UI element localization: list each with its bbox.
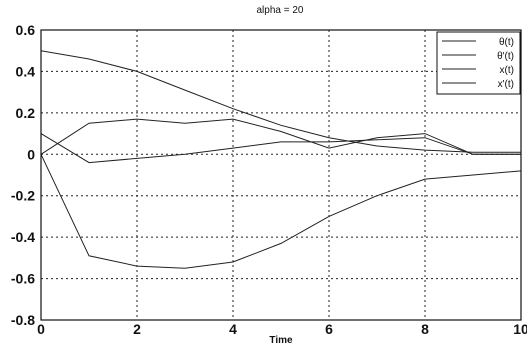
- plot-area-frame: [40, 29, 522, 321]
- x-tick-label-2: 4: [229, 321, 237, 337]
- y-tick-label-6: -0.6: [11, 271, 35, 287]
- x-tick-labels: 0 2 4 6 8 10: [37, 321, 527, 337]
- x-tick-label-5: 10: [513, 321, 527, 337]
- y-tick-labels: 0.6 0.4 0.2 0 -0.2 -0.4 -0.6 -0.8: [11, 22, 35, 328]
- y-tick-label-3: 0: [27, 146, 35, 162]
- series-lines: [40, 50, 522, 269]
- legend-label-0: θ(t): [499, 37, 514, 48]
- series-line-2: [40, 133, 521, 164]
- x-tick-label-4: 8: [421, 321, 429, 337]
- legend-box: [436, 31, 521, 95]
- legend-label-2: x(t): [500, 65, 514, 76]
- chart-title: alpha = 20: [257, 5, 304, 16]
- x-axis-label: Time: [269, 335, 293, 346]
- y-tick-label-7: -0.8: [11, 312, 35, 328]
- series-line-1: [40, 118, 521, 155]
- x-tick-label-0: 0: [37, 321, 45, 337]
- y-tick-label-5: -0.4: [11, 229, 35, 245]
- legend-label-3: x'(t): [498, 79, 514, 90]
- legend-label-1: θ'(t): [497, 51, 514, 62]
- grid: [41, 30, 521, 320]
- x-tick-label-3: 6: [325, 321, 333, 337]
- x-tick-label-1: 2: [133, 321, 141, 337]
- y-tick-label-4: -0.2: [11, 188, 35, 204]
- series-line-0: [40, 50, 521, 153]
- series-line-3: [40, 154, 522, 269]
- legend: θ(t) θ'(t) x(t) x'(t): [436, 31, 521, 95]
- y-tick-label-2: 0.2: [16, 105, 36, 121]
- y-tick-label-1: 0.4: [16, 63, 36, 79]
- y-tick-label-0: 0.6: [16, 22, 36, 38]
